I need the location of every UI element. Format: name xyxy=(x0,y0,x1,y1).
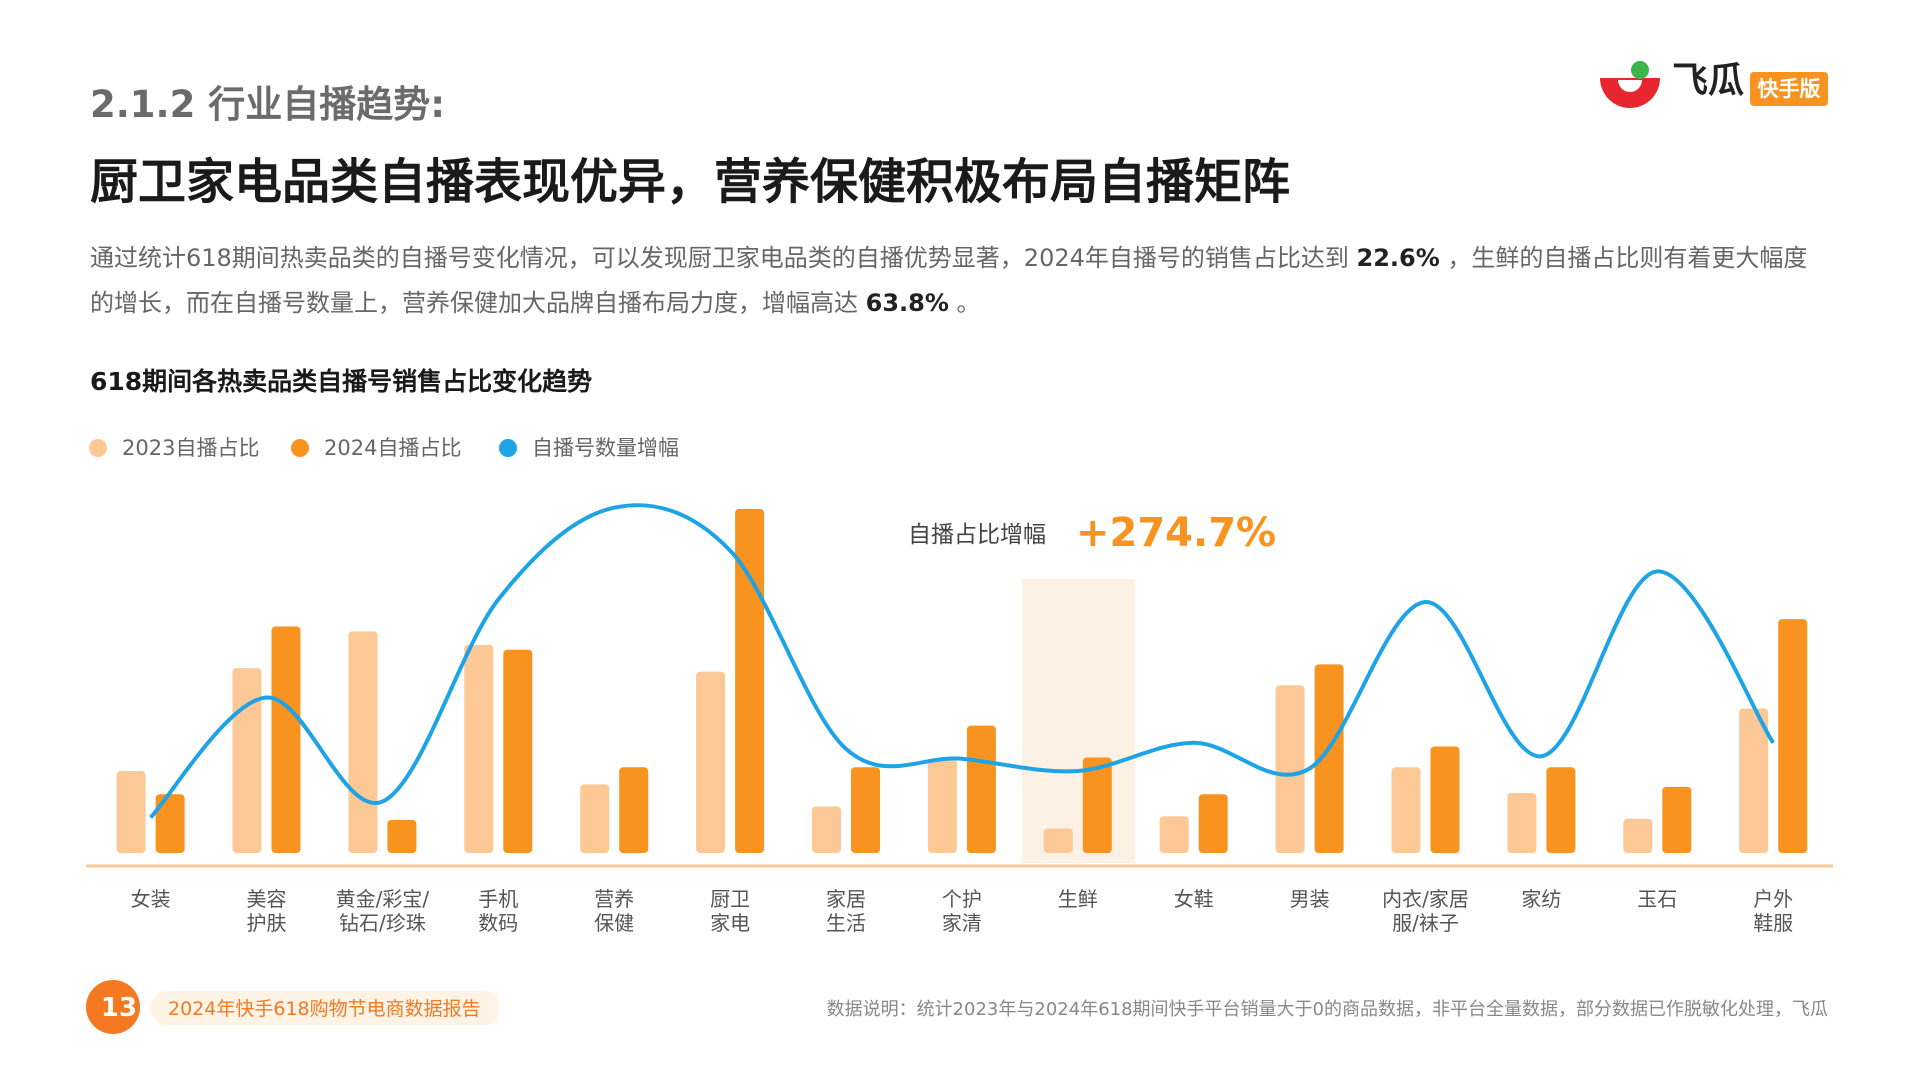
x-tick-label: 数码 xyxy=(478,911,518,935)
highlight: 63.8% xyxy=(865,289,949,317)
section-heading: 2.1.2 行业自播趋势: xyxy=(90,83,446,126)
logo-name: 飞瓜 xyxy=(1672,60,1744,101)
bar xyxy=(1082,757,1112,853)
bar xyxy=(1275,685,1305,853)
bar xyxy=(696,671,726,853)
paragraph: 通过统计618期间热卖品类的自播号变化情况，可以发现厨卫家电品类的自播优势显著，… xyxy=(90,236,1830,326)
legend-marker xyxy=(89,439,107,457)
bar xyxy=(348,631,378,853)
x-tick-label: 黄金/彩宝/ xyxy=(336,887,430,911)
bar xyxy=(966,725,996,853)
report-name: 2024年快手618购物节电商数据报告 xyxy=(168,998,481,1020)
x-tick-label: 保健 xyxy=(594,911,634,935)
x-tick-label: 户外 xyxy=(1753,887,1793,911)
bar xyxy=(1739,708,1769,853)
x-tick-label: 钻石/珍珠 xyxy=(339,911,426,935)
legend-label: 2024自播占比 xyxy=(324,436,461,460)
legend-marker xyxy=(499,439,517,457)
line xyxy=(149,503,1775,819)
x-tick-label: 女装 xyxy=(131,887,171,911)
annotation-value: +274.7% xyxy=(1076,510,1276,556)
x-tick-label: 个护 xyxy=(942,887,982,911)
bar xyxy=(851,767,880,853)
x-tick-label: 生鲜 xyxy=(1058,887,1098,911)
x-tick-label: 手机 xyxy=(478,887,518,911)
bar xyxy=(1314,664,1344,853)
x-tick-label: 美容 xyxy=(247,887,287,911)
bar xyxy=(812,806,841,853)
legend-marker xyxy=(291,439,309,457)
x-tick-label: 生活 xyxy=(826,911,866,935)
x-tick-label: 营养 xyxy=(594,887,634,911)
bar xyxy=(387,819,417,853)
x-tick-label: 家清 xyxy=(942,911,982,935)
bar xyxy=(1430,746,1460,853)
bar xyxy=(464,644,494,853)
bar xyxy=(735,508,765,853)
bar xyxy=(271,626,301,853)
legend-label: 2023自播占比 xyxy=(122,436,259,460)
chart-title: 618期间各热卖品类自播号销售占比变化趋势 xyxy=(90,367,593,396)
page-badge xyxy=(86,980,140,1034)
x-tick-label: 男装 xyxy=(1290,887,1330,911)
x-tick-label: 内衣/家居 xyxy=(1382,887,1469,911)
x-tick-label: 家居 xyxy=(826,887,866,911)
bar xyxy=(1662,786,1692,853)
bar xyxy=(1043,828,1073,853)
page-number: 13 xyxy=(101,993,137,1023)
legend-label: 自播号数量增幅 xyxy=(532,436,679,460)
bar xyxy=(232,668,262,853)
x-tick-label: 护肤 xyxy=(247,911,287,935)
logo-badge: 快手版 xyxy=(1758,77,1821,101)
x-tick-label: 鞋服 xyxy=(1753,911,1793,935)
bar xyxy=(927,758,957,853)
x-tick-label: 玉石 xyxy=(1637,887,1677,911)
report-pill xyxy=(150,991,500,1025)
bar xyxy=(1778,619,1808,853)
bar xyxy=(1507,792,1537,853)
x-tick-label: 家纺 xyxy=(1521,887,1561,911)
x-tick-label: 厨卫 xyxy=(710,887,750,911)
annotation-label: 自播占比增幅 xyxy=(908,522,1046,548)
text: 通过统计618期间热卖品类的自播号变化情况，可以发现厨卫家电品类的自播优势显著，… xyxy=(90,244,1357,272)
data-note: 数据说明：统计2023年与2024年618期间快手平台销量大于0的商品数据，非平… xyxy=(827,999,1828,1020)
bar xyxy=(619,767,649,853)
bar xyxy=(1198,794,1228,853)
bar xyxy=(155,794,185,853)
bar xyxy=(1546,767,1576,853)
x-tick-label: 家电 xyxy=(710,911,750,935)
bar xyxy=(1623,818,1653,853)
bar xyxy=(1391,767,1421,853)
logo: 飞瓜 快手版 xyxy=(1600,60,1828,108)
text: 。 xyxy=(948,289,981,317)
highlight-band xyxy=(1021,579,1135,863)
x-tick-label: 女鞋 xyxy=(1174,887,1214,911)
page-title: 厨卫家电品类自播表现优异，营养保健积极布局自播矩阵 xyxy=(90,154,1291,210)
bar xyxy=(116,770,146,853)
x-tick-label: 服/袜子 xyxy=(1392,911,1459,935)
bar xyxy=(580,784,610,853)
highlight: 22.6% xyxy=(1356,244,1440,272)
bar xyxy=(503,649,533,853)
bar xyxy=(1159,816,1189,853)
text: ，生鲜的自播占比则有着更大幅度的增长，而在自播号数量上，营养保健加大品牌自播布局… xyxy=(90,244,1808,317)
